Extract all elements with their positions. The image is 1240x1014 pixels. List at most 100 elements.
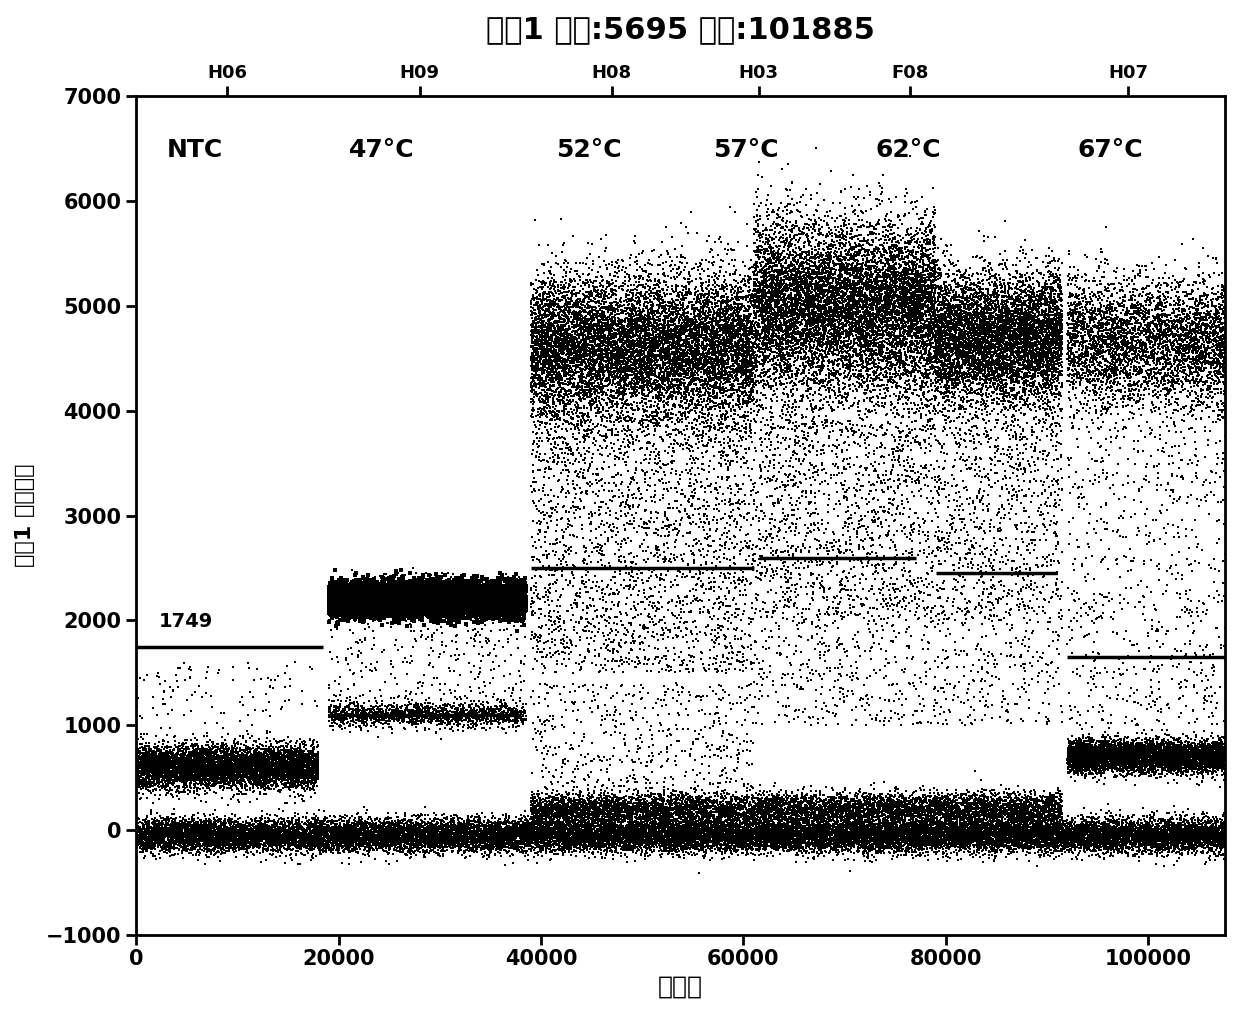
Point (295, 831, 315, 848)
Point (858, 307, 878, 323)
Point (1187, 817, 1207, 834)
Point (931, 444, 951, 460)
Point (554, 327, 574, 343)
Point (968, 807, 988, 823)
Point (901, 801, 921, 817)
Point (475, 590, 495, 606)
Point (527, 294, 547, 310)
Point (599, 792, 619, 808)
Point (409, 710, 429, 726)
Point (130, 828, 150, 845)
Point (1106, 749, 1126, 766)
Point (631, 354, 651, 370)
Point (1110, 813, 1130, 829)
Point (135, 835, 155, 851)
Point (564, 358, 584, 374)
Point (712, 290, 732, 306)
Point (926, 373, 946, 389)
Point (216, 823, 236, 840)
Point (901, 255, 921, 271)
Point (578, 329, 598, 345)
Point (774, 274, 794, 290)
Point (692, 433, 712, 449)
Point (663, 293, 683, 309)
Point (1034, 821, 1054, 838)
Point (278, 812, 298, 828)
Point (1130, 831, 1149, 848)
Point (838, 360, 858, 376)
Point (531, 300, 551, 316)
Point (1180, 487, 1200, 503)
Point (388, 585, 408, 601)
Point (673, 812, 693, 828)
Point (885, 320, 905, 337)
Point (897, 309, 916, 325)
Point (126, 754, 146, 771)
Point (878, 823, 898, 840)
Point (1039, 797, 1059, 813)
Point (980, 335, 999, 351)
Point (864, 294, 884, 310)
Point (1095, 822, 1115, 839)
Point (653, 554, 673, 570)
Point (175, 828, 195, 845)
Point (962, 384, 982, 401)
Point (1050, 827, 1070, 844)
Point (1004, 294, 1024, 310)
Point (826, 278, 846, 294)
Point (861, 822, 880, 839)
Point (853, 368, 873, 384)
Point (892, 803, 911, 819)
Point (649, 745, 668, 762)
Point (501, 838, 521, 854)
Point (418, 836, 438, 852)
Point (222, 759, 242, 776)
Point (1009, 483, 1029, 499)
Point (466, 589, 486, 605)
Point (374, 587, 394, 603)
Point (300, 818, 320, 835)
Point (937, 338, 957, 354)
Point (1042, 513, 1061, 529)
Point (999, 331, 1019, 347)
Point (797, 817, 817, 834)
Point (971, 344, 991, 360)
Point (495, 612, 515, 629)
Point (671, 841, 691, 857)
Point (1171, 822, 1190, 839)
Point (883, 219, 903, 235)
Point (417, 590, 436, 606)
Point (711, 335, 730, 351)
Point (283, 773, 303, 789)
Point (925, 301, 945, 317)
Point (1104, 263, 1123, 279)
Point (528, 813, 548, 829)
Point (574, 817, 594, 834)
Point (932, 816, 952, 832)
Point (629, 352, 649, 368)
Point (494, 820, 513, 837)
Point (983, 820, 1003, 837)
Point (641, 317, 661, 334)
Point (1172, 311, 1192, 328)
Point (1198, 287, 1218, 303)
Point (895, 336, 915, 352)
Point (1141, 344, 1161, 360)
Point (686, 436, 706, 452)
Point (1060, 746, 1080, 763)
Point (546, 368, 565, 384)
Point (658, 823, 678, 840)
Point (1174, 744, 1194, 760)
Point (1019, 330, 1039, 346)
Point (363, 593, 383, 609)
Point (573, 348, 593, 364)
Point (466, 842, 486, 858)
Point (795, 805, 815, 821)
Point (615, 800, 635, 816)
Point (971, 824, 991, 841)
Point (864, 837, 884, 853)
Point (598, 329, 618, 345)
Point (627, 822, 647, 839)
Point (513, 824, 533, 841)
Point (1024, 329, 1044, 345)
